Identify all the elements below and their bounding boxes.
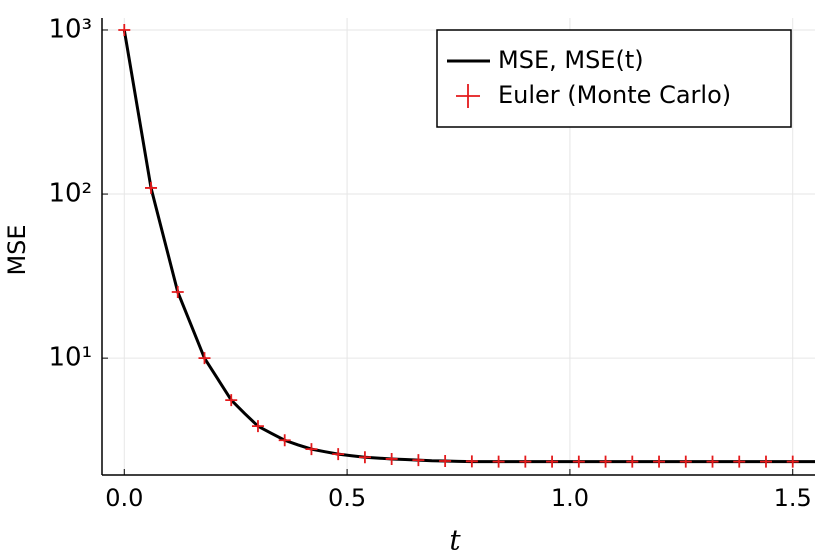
- legend-box: [436, 29, 792, 128]
- marker: [492, 455, 505, 468]
- marker: [546, 455, 559, 468]
- marker: [706, 455, 719, 468]
- marker: [733, 455, 746, 468]
- y-tick-label: 10¹: [48, 343, 92, 373]
- marker: [412, 454, 425, 467]
- marker: [439, 455, 452, 468]
- marker: [278, 434, 291, 447]
- marker: [385, 452, 398, 465]
- legend-label: MSE, MSE(t): [498, 46, 644, 74]
- marker: [599, 455, 612, 468]
- x-tick-label: 0.0: [105, 484, 143, 512]
- marker: [786, 455, 799, 468]
- y-axis-label: MSE: [3, 224, 31, 275]
- marker: [251, 420, 264, 433]
- marker: [225, 394, 238, 407]
- x-tick-label: 0.5: [328, 484, 366, 512]
- y-tick-label: 10³: [48, 14, 92, 44]
- marker: [519, 455, 532, 468]
- marker: [626, 455, 639, 468]
- marker: [465, 455, 478, 468]
- marker: [332, 448, 345, 461]
- y-tick-label: 10²: [48, 179, 92, 209]
- x-tick-label: 1.5: [774, 484, 812, 512]
- marker: [118, 23, 131, 36]
- legend-swatch: [456, 84, 480, 108]
- marker: [358, 451, 371, 464]
- marker: [572, 455, 585, 468]
- marker: [305, 443, 318, 456]
- x-tick-label: 1.0: [551, 484, 589, 512]
- marker: [145, 181, 158, 194]
- marker: [759, 455, 772, 468]
- marker: [171, 285, 184, 298]
- marker: [198, 352, 211, 365]
- marker: [679, 455, 692, 468]
- x-axis-label: t: [449, 524, 461, 554]
- marker: [653, 455, 666, 468]
- legend-label: Euler (Monte Carlo): [498, 81, 731, 109]
